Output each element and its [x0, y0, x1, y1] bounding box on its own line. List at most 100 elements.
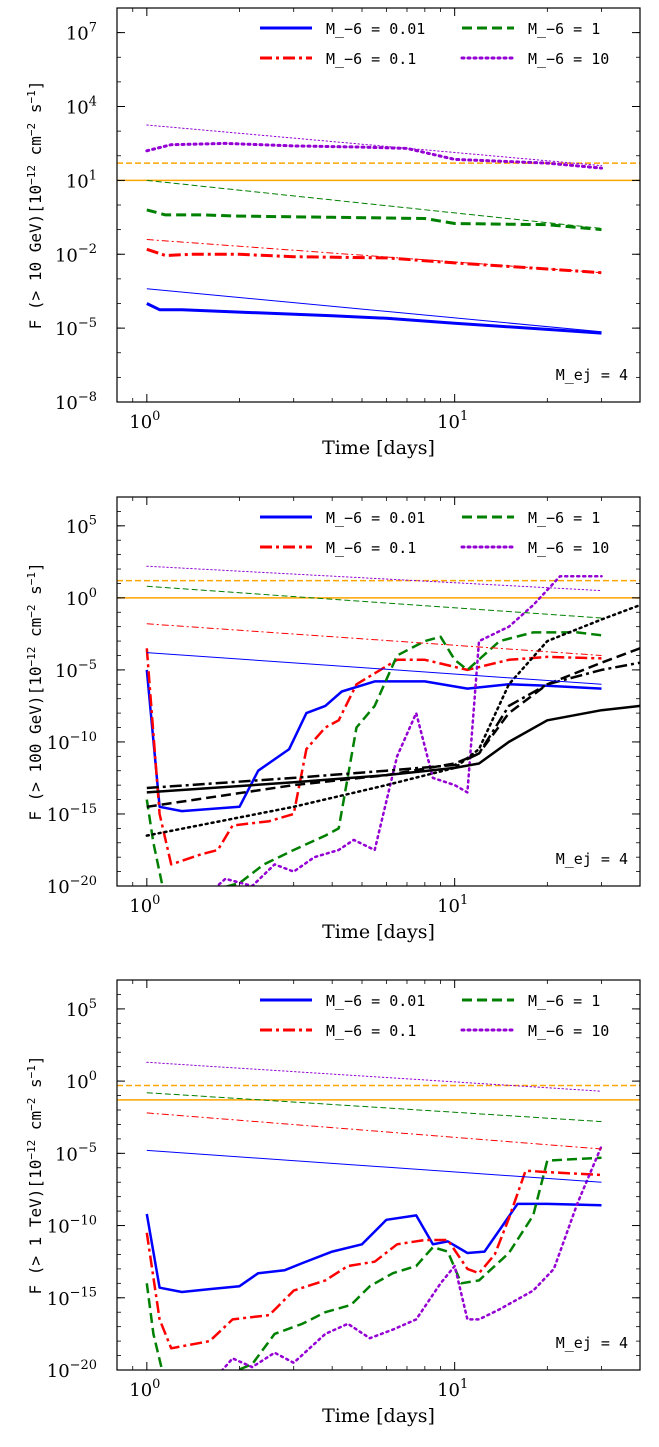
y-axis-label-part: −2 [25, 1098, 38, 1111]
y-tick-label: 10−8 [55, 390, 97, 414]
series-line-2 [146, 247, 602, 275]
y-axis-label-part: −12 [25, 165, 38, 185]
x-tick-label: 100 [129, 893, 160, 917]
y-tick-label: 101 [66, 168, 97, 192]
series-group [145, 1061, 603, 1370]
series-line-3 [145, 631, 602, 886]
y-axis-label-part: −12 [25, 647, 38, 667]
y-tick-label-base: 10 [55, 661, 78, 682]
y-tick-label: 107 [66, 21, 97, 45]
y-tick-label-base: 10 [55, 393, 78, 414]
series-group [145, 124, 603, 335]
y-tick-label-sup: −20 [70, 1358, 97, 1373]
y-tick-label: 10−2 [55, 242, 97, 266]
series-line-8 [146, 124, 602, 167]
y-tick-label-base: 10 [47, 1217, 70, 1238]
x-tick-label: 100 [129, 409, 160, 433]
y-tick-label-sup: −5 [78, 316, 97, 331]
y-axis-label: F (> 10 GeV)[10−12 cm−2 s−1] [25, 81, 45, 330]
series-line-4 [145, 141, 603, 170]
series-line-10 [146, 623, 602, 656]
y-tick-label-base: 10 [66, 171, 89, 192]
series-line-8 [145, 603, 640, 837]
y-tick-label-sup: 0 [89, 586, 97, 601]
y-tick-label-sup: 1 [89, 168, 97, 183]
y-tick-label-base: 10 [55, 1144, 78, 1165]
series-line-1 [146, 302, 602, 335]
y-tick-label-base: 10 [47, 877, 70, 898]
y-tick-label-base: 10 [55, 245, 78, 266]
y-tick-label-base: 10 [47, 1289, 70, 1310]
legend-label: M_−6 = 0.1 [326, 539, 416, 557]
x-tick-label-sup: 0 [152, 1377, 160, 1392]
y-axis-label-part: −1 [25, 1065, 38, 1078]
y-tick-label-sup: −15 [70, 1286, 97, 1301]
y-axis-label-part: [10 [26, 185, 45, 214]
y-axis-label-part: s [26, 104, 45, 123]
series-line-9 [146, 652, 602, 685]
x-tick-label: 101 [437, 1377, 468, 1401]
y-axis-label-part: −1 [25, 572, 38, 585]
ejecta-mass-annotation: M_ej = 4 [556, 1334, 628, 1352]
y-tick-label: 100 [66, 1069, 97, 1093]
x-tick-label-sup: 1 [460, 1377, 468, 1392]
series-line-3 [146, 208, 602, 232]
y-tick-label-base: 10 [55, 319, 78, 340]
series-line-2 [145, 1169, 602, 1350]
series-line-12 [146, 565, 602, 592]
y-tick-label-base: 10 [66, 517, 89, 538]
y-axis-label: F (> 1 TeV)[10−12 cm−2 s−1] [25, 1055, 45, 1294]
y-tick-label-sup: 5 [89, 514, 97, 529]
y-axis-label: F (> 100 GeV)[10−12 cm−2 s−1] [25, 562, 45, 820]
y-tick-label: 105 [66, 514, 97, 538]
y-tick-label-sup: −10 [70, 1213, 97, 1228]
y-axis-label-part: s [26, 585, 45, 604]
y-tick-label: 10−10 [47, 1213, 97, 1237]
y-axis-label-part: cm [26, 1111, 45, 1140]
y-tick-label: 100 [66, 586, 97, 610]
y-axis-label-part: −1 [25, 90, 38, 103]
series-line-6 [146, 1112, 602, 1150]
series-group [145, 565, 640, 886]
ejecta-mass-annotation: M_ej = 4 [556, 850, 628, 868]
y-tick-label-sup: 5 [89, 997, 97, 1012]
y-axis-label-part: [10 [26, 667, 45, 696]
y-tick-label: 10−20 [47, 1358, 97, 1382]
series-line-8 [146, 1061, 602, 1092]
x-tick-label: 100 [129, 1377, 160, 1401]
x-tick-label-sup: 0 [152, 409, 160, 424]
series-line-6 [146, 239, 602, 274]
y-tick-label-base: 10 [66, 98, 89, 119]
series-line-7 [146, 179, 602, 229]
y-tick-label-base: 10 [47, 805, 70, 826]
y-tick-label-sup: −5 [78, 1141, 97, 1156]
y-tick-label-base: 10 [66, 589, 89, 610]
series-line-1 [145, 1202, 602, 1294]
plot-frame [116, 979, 641, 1371]
y-axis-label-part: −2 [25, 123, 38, 136]
legend-label: M_−6 = 0.01 [326, 20, 425, 38]
legend-label: M_−6 = 0.01 [326, 992, 425, 1010]
ejecta-mass-annotation: M_ej = 4 [556, 366, 628, 384]
x-tick-label-base: 10 [437, 1380, 460, 1401]
legend-label: M_−6 = 0.01 [326, 509, 425, 527]
y-axis-label-part: F (> 1 TeV) [26, 1189, 45, 1295]
series-line-6 [146, 647, 640, 809]
y-tick-label-sup: −15 [70, 802, 97, 817]
y-axis-label-part: s [26, 1078, 45, 1097]
y-axis-label-part: ] [26, 562, 45, 572]
y-tick-label: 10−5 [55, 316, 97, 340]
series-line-7 [146, 1092, 602, 1123]
y-tick-label: 10−15 [47, 802, 97, 826]
legend-label: M_−6 = 1 [528, 20, 600, 38]
x-axis-label: Time [days] [322, 1405, 435, 1427]
x-tick-label-base: 10 [437, 896, 460, 917]
y-axis-label-part: −2 [25, 604, 38, 617]
series-line-11 [146, 585, 602, 619]
y-tick-label-sup: −10 [70, 730, 97, 745]
series-line-5 [146, 704, 640, 794]
series-line-5 [146, 288, 602, 333]
y-axis-label-part: −12 [25, 1140, 38, 1160]
series-line-3 [145, 1156, 602, 1370]
